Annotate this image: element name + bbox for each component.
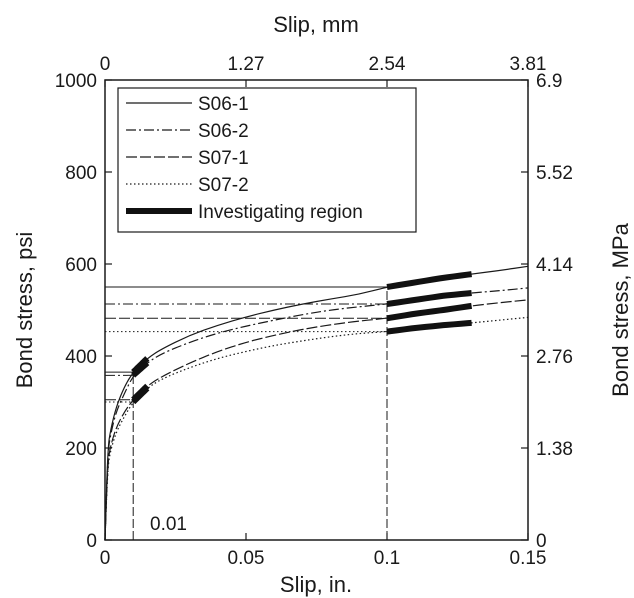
y-tick-label: 600: [65, 255, 97, 276]
x2-tick-label: 3.81: [510, 54, 547, 75]
legend-label-S07-1: S07-1: [198, 148, 249, 169]
legend-label-S07-2: S07-2: [198, 175, 249, 196]
y-tick-label: 400: [65, 347, 97, 368]
x-tick-label: 0.1: [374, 548, 400, 569]
x2-tick-label: 2.54: [369, 54, 406, 75]
x-tick-label: 0: [100, 548, 111, 569]
top-axis-ticks: 0 1.27 2.54 3.81: [100, 54, 547, 87]
y2-axis-title: Bond stress, MPa: [608, 222, 633, 396]
x2-tick-label: 1.27: [228, 54, 265, 75]
y2-tick-label: 6.9: [536, 71, 562, 92]
x2-axis-title: Slip, mm: [273, 12, 359, 37]
y2-tick-label: 1.38: [536, 439, 573, 460]
y-tick-label: 200: [65, 439, 97, 460]
legend-label-investigating-region: Investigating region: [198, 202, 363, 223]
right-axis-ticks: 0 1.38 2.76 4.14 5.52 6.9: [521, 71, 573, 552]
legend-label-S06-2: S06-2: [198, 121, 249, 142]
x-tick-label: 0.15: [510, 548, 547, 569]
y-axis-title: Bond stress, psi: [12, 232, 37, 389]
investigating-region-S07-1: [386, 302, 473, 322]
x-tick-label: 0.05: [228, 548, 265, 569]
y2-tick-label: 2.76: [536, 347, 573, 368]
reference-lines: [105, 286, 388, 540]
plot-frame: [104, 79, 529, 541]
y2-tick-label: 5.52: [536, 163, 573, 184]
legend: S06-1 S06-2 S07-1 S07-2 Investigating region: [117, 87, 417, 233]
legend-box: [117, 87, 417, 233]
y2-tick-label: 4.14: [536, 255, 573, 276]
y-tick-label: 0: [86, 531, 97, 552]
investigating-region-S06-2: [131, 360, 150, 378]
x2-tick-label: 0: [100, 54, 111, 75]
bottom-axis-ticks: 0 0.05 0.1 0.15: [100, 533, 547, 569]
left-axis-ticks: 0 200 400 600 800 1000: [55, 71, 112, 552]
series-line-S07-1: [104, 299, 529, 541]
investigating-region-S07-2: [386, 319, 472, 335]
investigating-region-S07-2: [131, 386, 150, 405]
investigating-region-S06-1: [386, 271, 472, 290]
investigating-region-S06-2: [386, 289, 472, 307]
y2-tick-label: 0: [536, 531, 547, 552]
x-axis-title: Slip, in.: [280, 572, 352, 597]
y-tick-label: 1000: [55, 71, 97, 92]
slip-annotation: 0.01: [150, 514, 187, 535]
investigating-region-marks: [131, 271, 473, 405]
y-tick-label: 800: [65, 163, 97, 184]
legend-label-S06-1: S06-1: [198, 94, 249, 115]
